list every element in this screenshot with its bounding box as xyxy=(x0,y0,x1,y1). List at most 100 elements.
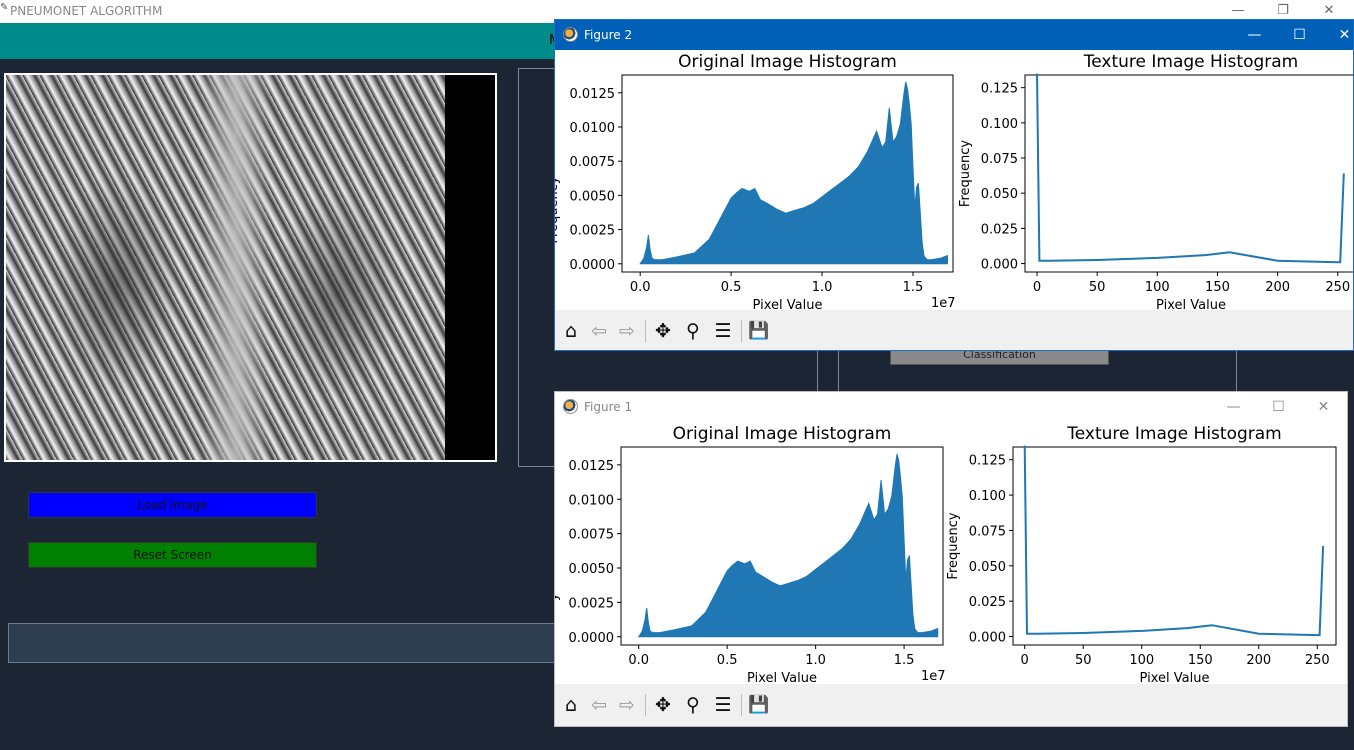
figure-1-title: Figure 1 xyxy=(584,400,633,414)
figure-2-minimize-button[interactable]: — xyxy=(1247,27,1262,43)
y-tick-label: 0.075 xyxy=(969,524,1006,539)
axes-frame xyxy=(1024,74,1353,273)
x-tick-label: 50 xyxy=(1089,280,1106,295)
reset-screen-button[interactable]: Reset Screen xyxy=(28,542,317,568)
pan-icon[interactable]: ✥ xyxy=(655,694,671,716)
y-axis-label: Frequency xyxy=(958,140,973,207)
original-histogram-axes: Original Image Histogram 0.0 0.5 1.0 1.5 0.00… xyxy=(570,52,956,310)
configure-subplots-icon[interactable]: ☰ xyxy=(714,694,732,716)
figure-2-close-button[interactable]: ✕ xyxy=(1338,27,1351,43)
app-feather-icon: ✎ xyxy=(0,2,9,13)
zoom-icon[interactable]: ⚲ xyxy=(686,694,700,716)
x-axis-label: Pixel Value xyxy=(1140,671,1210,684)
y-tick-label: 0.125 xyxy=(969,454,1006,469)
y-tick-label: 0.025 xyxy=(981,222,1018,237)
forward-arrow-icon[interactable]: ⇨ xyxy=(619,320,635,342)
app-close-button[interactable]: ✕ xyxy=(1323,3,1335,18)
figure-1-window[interactable]: Figure 1 — ☐ ✕ Original Image Histogram 0… xyxy=(554,391,1348,727)
app-restore-button[interactable]: ❐ xyxy=(1277,3,1289,18)
chart-title: Original Image Histogram xyxy=(678,52,897,72)
configure-subplots-icon[interactable]: ☰ xyxy=(714,320,732,342)
clipped-y-axis-label: y xyxy=(555,593,561,601)
result-panel xyxy=(518,68,558,467)
y-tick-label: 0.0125 xyxy=(570,87,616,102)
x-axis-label: Pixel Value xyxy=(1156,298,1226,310)
x-tick-label: 100 xyxy=(1129,653,1154,668)
histogram-line-series xyxy=(1036,73,1345,264)
toolbar-separator xyxy=(645,320,646,342)
x-axis-offset-text: 1e7 xyxy=(921,669,946,684)
y-tick-label: 0.0000 xyxy=(570,258,616,273)
figure-1-titlebar[interactable]: Figure 1 — ☐ ✕ xyxy=(555,392,1347,422)
figure-2-canvas[interactable]: Original Image Histogram 0.0 0.5 1.0 1.5 0.00… xyxy=(555,50,1353,310)
figure-1-toolbar: ⌂ ⇦ ⇨ ✥ ⚲ ☰ 💾 xyxy=(555,684,1347,726)
panel-divider xyxy=(1236,351,1237,391)
load-image-button[interactable]: Load Image xyxy=(28,492,317,518)
figure-2-title: Figure 2 xyxy=(584,28,633,42)
y-tick-label: 0.0025 xyxy=(570,224,616,239)
x-tick-label: 0 xyxy=(1033,280,1041,295)
y-tick-label: 0.0075 xyxy=(570,155,616,170)
x-tick-label: 1.0 xyxy=(805,653,826,668)
x-tick-label: 250 xyxy=(1325,280,1350,295)
y-tick-label: 0.000 xyxy=(969,631,1006,646)
pan-icon[interactable]: ✥ xyxy=(655,320,671,342)
figure-2-window[interactable]: Figure 2 — ☐ ✕ Original Image Histogram 0… xyxy=(554,19,1354,351)
chart-title: Texture Image Histogram xyxy=(1066,424,1281,444)
figure-1-canvas[interactable]: Original Image Histogram 0.0 0.5 1.0 1.5 0.00… xyxy=(555,422,1347,684)
figure-1-minimize-button[interactable]: — xyxy=(1226,399,1241,415)
y-tick-label: 0.0050 xyxy=(570,189,616,204)
y-axis-label: Frequency xyxy=(946,512,961,579)
panel-divider xyxy=(838,351,839,391)
matplotlib-logo-icon xyxy=(563,399,578,414)
figure-1-close-button[interactable]: ✕ xyxy=(1317,399,1330,415)
figure-2-maximize-button[interactable]: ☐ xyxy=(1293,27,1306,43)
y-tick-label: 0.100 xyxy=(981,117,1018,132)
xray-spine-shading xyxy=(201,75,271,460)
x-tick-label: 1.0 xyxy=(812,280,833,295)
figure-2-plot-svg[interactable]: Original Image Histogram 0.0 0.5 1.0 1.5 0.00… xyxy=(555,50,1354,310)
x-tick-label: 150 xyxy=(1188,653,1213,668)
x-tick-label: 0.0 xyxy=(628,653,649,668)
histogram-area-series xyxy=(639,81,948,265)
classification-button[interactable]: Classification xyxy=(890,348,1109,365)
home-icon[interactable]: ⌂ xyxy=(564,694,578,716)
y-tick-label: 0.075 xyxy=(981,152,1018,167)
y-tick-label: 0.025 xyxy=(969,595,1006,610)
panel-divider xyxy=(817,351,818,391)
save-icon[interactable]: 💾 xyxy=(748,695,770,715)
x-tick-label: 200 xyxy=(1265,280,1290,295)
x-tick-label: 50 xyxy=(1075,653,1092,668)
home-icon[interactable]: ⌂ xyxy=(564,320,578,342)
toolbar-separator xyxy=(741,694,742,716)
original-histogram-axes: Original Image Histogram 0.0 0.5 1.0 1.5 0.00… xyxy=(569,424,946,684)
toolbar-separator xyxy=(645,694,646,716)
y-tick-label: 0.0075 xyxy=(569,528,615,543)
app-title: PNEUMONET ALGORITHM xyxy=(10,4,163,18)
app-minimize-button[interactable]: — xyxy=(1231,3,1245,18)
back-arrow-icon[interactable]: ⇦ xyxy=(591,694,607,716)
x-tick-label: 0.0 xyxy=(630,280,651,295)
figure-2-toolbar: ⌂ ⇦ ⇨ ✥ ⚲ ☰ 💾 xyxy=(555,310,1353,350)
zoom-icon[interactable]: ⚲ xyxy=(686,320,700,342)
x-axis-label: Pixel Value xyxy=(753,298,823,310)
clipped-y-axis-label: Frequency xyxy=(555,176,561,243)
toolbar-separator xyxy=(741,320,742,342)
save-icon[interactable]: 💾 xyxy=(748,321,770,341)
back-arrow-icon[interactable]: ⇦ xyxy=(591,320,607,342)
figure-2-titlebar[interactable]: Figure 2 — ☐ ✕ xyxy=(555,20,1353,50)
app-titlebar: ✎ PNEUMONET ALGORITHM — ❐ ✕ xyxy=(0,0,1354,23)
chart-title: Original Image Histogram xyxy=(673,424,892,444)
x-axis-offset-text: 1e7 xyxy=(931,296,956,310)
figure-1-plot-svg[interactable]: Original Image Histogram 0.0 0.5 1.0 1.5 0.00… xyxy=(555,422,1348,684)
y-tick-label: 0.0100 xyxy=(570,121,616,136)
status-output-field xyxy=(8,623,554,663)
y-tick-label: 0.0025 xyxy=(569,596,615,611)
x-tick-label: 1.5 xyxy=(894,653,915,668)
y-tick-label: 0.125 xyxy=(981,82,1018,97)
figure-1-maximize-button[interactable]: ☐ xyxy=(1272,399,1285,415)
forward-arrow-icon[interactable]: ⇨ xyxy=(619,694,635,716)
chart-title: Texture Image Histogram xyxy=(1083,52,1298,72)
image-display-panel xyxy=(4,73,497,462)
x-tick-label: 150 xyxy=(1205,280,1230,295)
